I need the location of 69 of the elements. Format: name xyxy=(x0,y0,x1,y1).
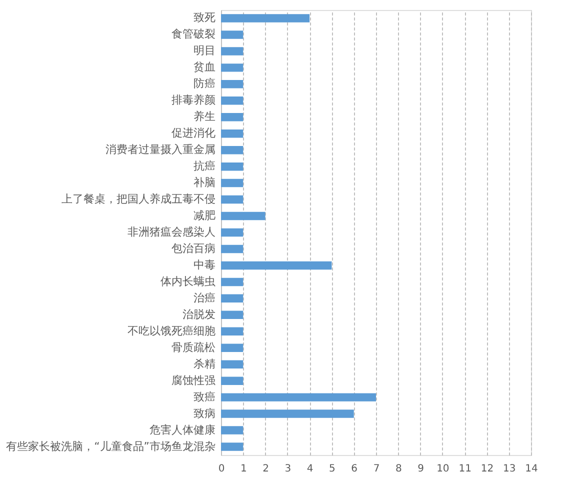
bar xyxy=(221,376,244,385)
y-tick-label: 促进消化 xyxy=(172,126,216,140)
y-tick-label: 排毒养颜 xyxy=(172,94,216,107)
y-tick-label: 中毒 xyxy=(194,258,216,272)
bar xyxy=(221,228,244,237)
bar xyxy=(221,47,244,56)
x-tick-label: 3 xyxy=(284,464,292,474)
x-tick-label: 5 xyxy=(329,464,336,474)
y-tick-label: 减肥 xyxy=(194,209,216,222)
x-tick-label: 11 xyxy=(458,464,472,474)
x-tick-label: 9 xyxy=(418,464,424,474)
bar xyxy=(221,30,244,39)
bar xyxy=(221,310,244,320)
bar xyxy=(221,327,244,336)
bar xyxy=(221,113,244,122)
y-tick-label: 腐蚀性强 xyxy=(172,374,216,387)
y-tick-label: 抗癌 xyxy=(194,160,216,173)
x-tick-label: 12 xyxy=(480,464,494,474)
x-tick-label: 2 xyxy=(262,464,269,474)
bar xyxy=(221,14,310,22)
bar xyxy=(221,442,244,451)
y-tick-label: 明目 xyxy=(194,44,216,58)
bar xyxy=(221,294,244,303)
bar xyxy=(221,129,244,138)
y-tick-label: 危害人体健康 xyxy=(150,423,216,436)
bar xyxy=(221,426,244,434)
x-tick-label: 14 xyxy=(525,464,538,474)
y-tick-label: 上了餐桌，把国人养成五毒不侵 xyxy=(62,192,216,206)
bar xyxy=(221,278,244,286)
y-tick-label: 致病 xyxy=(194,406,216,420)
y-tick-label: 养生 xyxy=(194,110,216,124)
y-tick-label: 食管破裂 xyxy=(172,28,216,41)
y-tick-label: 致死 xyxy=(194,11,216,24)
y-tick-label: 贫血 xyxy=(194,60,216,74)
bar xyxy=(221,244,244,254)
y-tick-label: 杀精 xyxy=(194,357,216,370)
x-tick-label: 7 xyxy=(373,464,380,474)
bar xyxy=(221,212,266,220)
bar xyxy=(221,410,354,418)
y-tick-label: 治癌 xyxy=(194,291,216,304)
y-tick-label: 有些家长被洗脑，“儿童食品”市场鱼龙混杂 xyxy=(6,440,216,453)
y-tick-label: 骨质疏松 xyxy=(172,340,216,354)
bar xyxy=(221,146,244,154)
bar xyxy=(221,64,244,72)
x-tick-label: 6 xyxy=(351,464,358,474)
x-tick-label: 0 xyxy=(218,464,225,474)
x-tick-label: 4 xyxy=(306,464,314,474)
x-tick-label: 10 xyxy=(436,464,450,474)
y-tick-label: 不吃以饿死癌细胞 xyxy=(128,324,216,338)
y-tick-label: 非洲猪瘟会感染人 xyxy=(128,226,216,238)
bar xyxy=(221,360,244,368)
x-tick-label: 8 xyxy=(395,464,402,474)
bar xyxy=(221,195,244,204)
x-tick-label: 1 xyxy=(240,464,247,474)
y-tick-label: 治脱发 xyxy=(182,308,216,321)
bar xyxy=(221,178,244,188)
x-tick-label: 13 xyxy=(502,464,516,474)
y-tick-label: 消费者过量摄入重金属 xyxy=(106,143,216,156)
bar xyxy=(221,96,244,105)
bar xyxy=(221,162,244,171)
bar xyxy=(221,261,332,270)
y-tick-label: 补脑 xyxy=(194,176,216,190)
y-tick-label: 包治百病 xyxy=(172,242,216,255)
y-tick-label: 防癌 xyxy=(194,77,216,90)
bar xyxy=(221,80,244,88)
bar xyxy=(221,344,244,352)
y-tick-label: 体内长螨虫 xyxy=(160,274,216,288)
y-tick-label: 致癌 xyxy=(194,390,216,404)
bar xyxy=(221,393,376,402)
